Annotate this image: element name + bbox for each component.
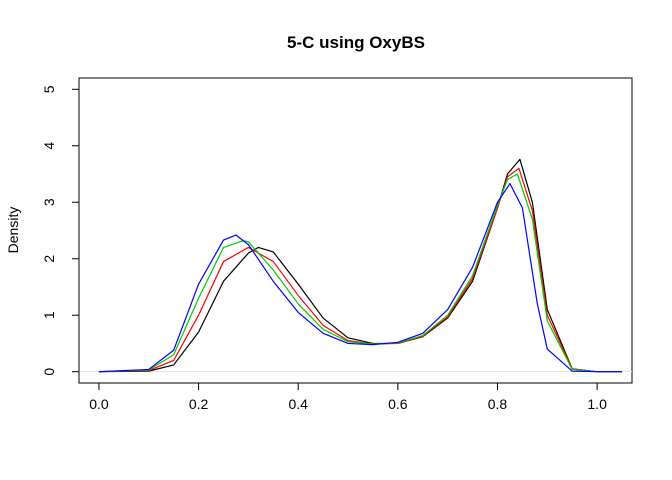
density-line-4 [98, 183, 623, 373]
y-tick-label: 2 [41, 255, 57, 263]
y-tick-label: 3 [41, 198, 57, 206]
x-axis: 0.0 0.2 0.4 0.6 0.8 1.0 [89, 382, 607, 412]
x-tick-label: 0.4 [288, 396, 308, 412]
plot-frame [78, 77, 633, 384]
y-tick-label: 0 [41, 368, 57, 376]
y-tick-label: 1 [41, 311, 57, 319]
x-tick-label: 1.0 [587, 396, 607, 412]
chart-title: 5-C using OxyBS [287, 33, 425, 52]
y-axis-title: Density [5, 207, 21, 254]
y-tick-label: 4 [41, 142, 57, 150]
x-tick-label: 0.8 [488, 396, 508, 412]
y-tick-label: 5 [41, 85, 57, 93]
y-axis: 0 1 2 3 4 5 [41, 85, 80, 376]
series-layer [98, 158, 623, 373]
x-tick-label: 0.2 [189, 396, 209, 412]
x-tick-label: 0.6 [388, 396, 408, 412]
x-tick-label: 0.0 [89, 396, 109, 412]
